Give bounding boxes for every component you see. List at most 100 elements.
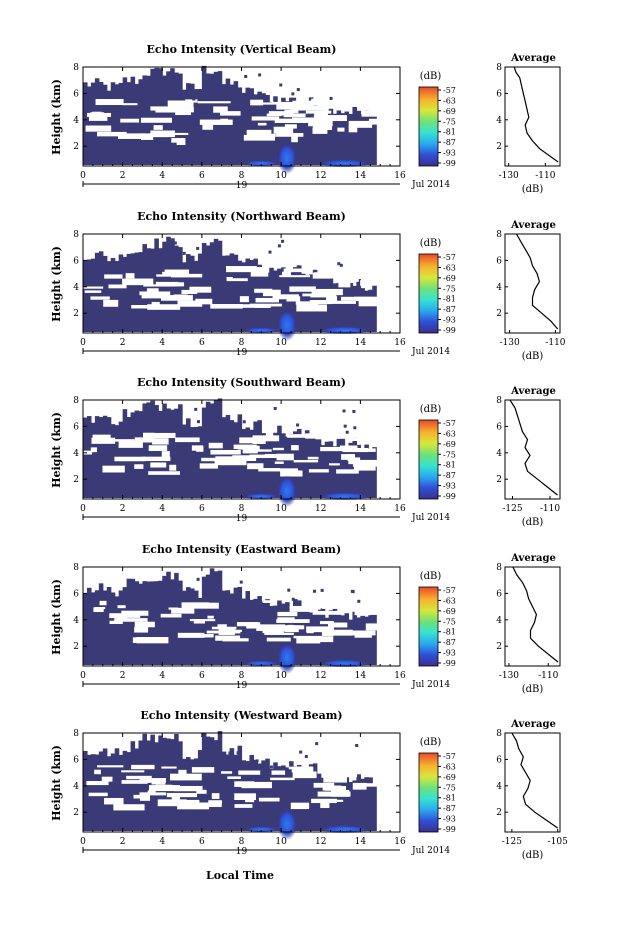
colorbar-tick-label: -57 [443,253,456,262]
echo-column [285,271,290,332]
echo-column [257,763,262,831]
profile-x-tick-label: -110 [540,504,560,514]
echo-column [98,417,104,498]
echo-gap [133,794,144,799]
y-tick-label: 6 [73,589,79,599]
echo-gap [368,122,387,125]
echo-gap [302,293,313,297]
echo-column [150,68,155,165]
colorbar-tick-label: -69 [443,274,456,283]
y-axis-label: Height (km) [50,412,63,488]
echo-gap [279,275,310,278]
echo-speck [277,244,281,248]
echo-column [90,422,96,498]
echo-speck [342,409,346,413]
echo-gap [342,448,369,453]
echo-column [213,71,219,165]
echo-column [193,89,199,165]
colorbar-tick-label: -81 [443,295,456,304]
echo-gap [290,802,310,810]
echo-gap [88,116,108,121]
echo-column [158,248,163,332]
echo-gap [86,781,109,786]
echo-gap [83,286,104,289]
echo-column [245,87,251,165]
echo-column [372,112,377,165]
echo-column [293,431,298,498]
profile-x-tick-label: -125 [502,504,522,514]
echo-column [86,259,92,332]
echo-gap [321,105,349,109]
echo-gap [358,300,383,307]
echo-column [122,409,128,498]
x-tick-label: 10 [275,171,287,181]
echo-column [122,750,128,831]
echo-column [154,67,159,165]
echo-column [130,578,136,665]
echo-column [273,762,278,831]
echo-gap [250,99,264,106]
echo-gap [153,125,163,130]
x-tick-label: 6 [199,504,205,514]
echo-gap [214,459,247,466]
echo-gap [160,613,182,618]
echo-gap [199,463,218,469]
echo-gap [210,304,243,309]
colorbar-tick-label: -87 [443,471,456,480]
echo-column [94,416,100,498]
x-tick-label: 8 [239,837,245,847]
echo-speck [296,423,300,427]
profile-line [512,566,559,663]
echo-gap [360,439,378,443]
echo-gap [202,123,214,130]
echo-gap [305,110,332,114]
echo-gap [104,274,123,279]
echo-column [205,736,211,831]
echo-column [146,402,151,498]
echo-gap [176,138,186,146]
echo-hotspot [318,326,371,335]
echo-column [114,425,120,498]
echo-gap [90,447,97,453]
echo-column [336,776,342,831]
echo-gap [164,269,190,276]
echo-gap [281,625,305,630]
profile-frame [504,732,561,833]
echo-column [122,587,128,665]
profile-title: Average [510,53,556,64]
echo-speck [357,599,361,603]
echo-column [213,740,219,831]
echo-column [174,72,179,165]
x-tick-label: 0 [80,504,86,514]
echo-column [340,615,346,665]
profile-x-tick-label: -110 [545,338,565,348]
echo-column [360,450,365,498]
echo-gap [312,610,343,615]
colorbar-tick-label: -69 [443,773,456,782]
y-tick-label: 4 [73,283,79,293]
y-tick-label: 2 [73,642,79,652]
echo-gap [208,800,222,805]
echo-column [197,426,203,498]
echo-gap [246,622,261,629]
echo-gap [134,627,149,633]
echo-speck [194,407,198,411]
echo-gap [90,112,105,119]
echo-gap [277,611,298,617]
echo-column [209,73,215,165]
colorbar-tick-label: -63 [443,596,456,605]
profile-x-tick-label: -130 [499,171,519,181]
echo-speck [264,764,268,768]
profile-line [513,66,559,163]
echo-column [344,774,350,831]
echo-gap [233,444,257,449]
echo-column [83,593,88,665]
echo-column [304,605,310,665]
echo-gap [150,130,175,138]
echo-speck [343,424,347,428]
colorbar-tick-label: -63 [443,762,456,771]
echo-gap [227,776,241,780]
echo-column [110,257,116,332]
echo-column [178,73,183,165]
echo-column [170,739,175,831]
